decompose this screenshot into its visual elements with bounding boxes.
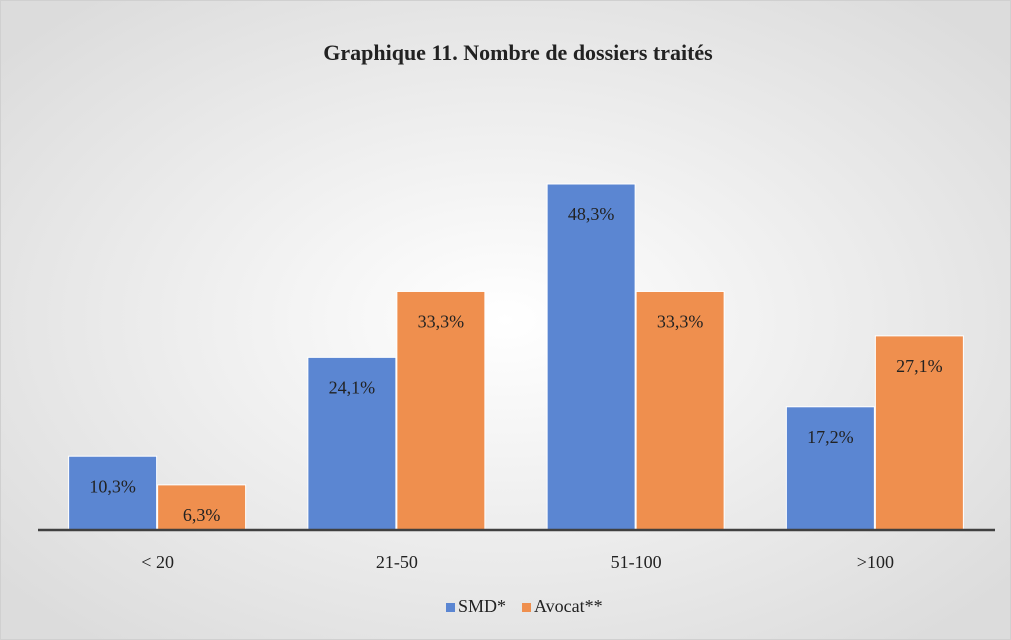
bar	[874, 335, 964, 531]
value-label: 33,3%	[657, 312, 704, 332]
legend-swatch	[522, 603, 532, 612]
chart-title: Graphique 11. Nombre de dossiers traités	[323, 40, 713, 65]
bar	[157, 484, 247, 531]
x-tick-label: 51-100	[611, 552, 662, 572]
value-label: 48,3%	[568, 204, 615, 224]
bar	[635, 290, 725, 531]
bar	[307, 356, 397, 531]
x-tick-label: 21-50	[376, 552, 418, 572]
bar	[785, 406, 875, 531]
value-label: 10,3%	[89, 476, 136, 496]
value-label: 6,3%	[183, 505, 221, 525]
x-tick-label: < 20	[141, 552, 174, 572]
bar	[546, 183, 636, 531]
value-label: 33,3%	[418, 312, 465, 332]
legend-swatch	[446, 603, 455, 612]
legend-label: SMD*	[458, 596, 506, 616]
legend-label: Avocat**	[534, 596, 603, 616]
value-label: 24,1%	[329, 377, 376, 397]
bar	[396, 290, 486, 531]
x-tick-label: >100	[857, 552, 894, 572]
bar	[68, 455, 158, 531]
value-label: 17,2%	[807, 427, 854, 447]
value-label: 27,1%	[896, 356, 943, 376]
